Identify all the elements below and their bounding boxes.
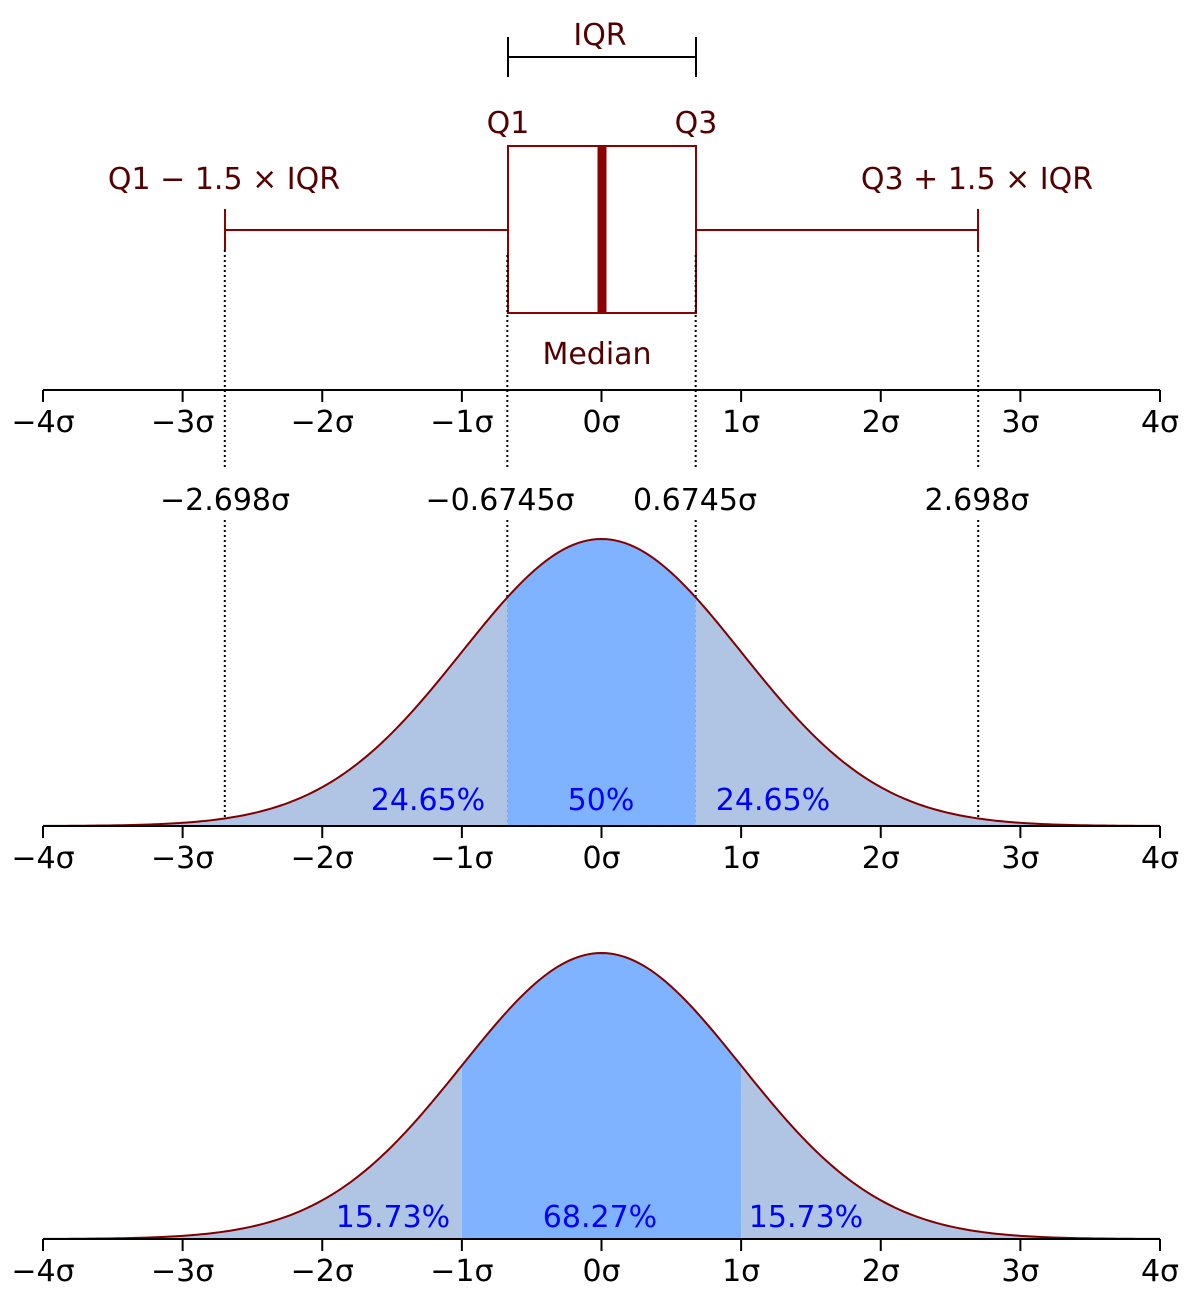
region-right-tail-area xyxy=(741,1065,1160,1239)
x-tick-label: 0σ xyxy=(582,1254,620,1289)
x-tick-label: 3σ xyxy=(1001,841,1039,876)
upper-fence-label: Q3 + 1.5 × IQR xyxy=(861,162,1093,197)
x-tick-label: −4σ xyxy=(11,841,74,876)
q1-label: Q1 xyxy=(487,106,530,141)
x-tick-label: 2σ xyxy=(862,841,900,876)
boundary-label-q3: 0.6745σ xyxy=(633,483,757,518)
x-tick-label: 4σ xyxy=(1141,841,1179,876)
region-label-one-sigma: 68.27% xyxy=(543,1200,657,1235)
sigma-distribution-panel: 15.73% 68.27% 15.73% −4σ −3σ −2σ −1σ 0σ 1σ 2σ 3… xyxy=(11,951,1179,1289)
region-left-tail-area xyxy=(43,1065,462,1239)
boxplot-x-ticks: −4σ −3σ −2σ −1σ 0σ 1σ 2σ 3σ 4σ xyxy=(11,390,1179,440)
region-one-sigma-area xyxy=(461,953,742,1239)
boxplot-panel: IQR Q1 Q3 Q1 − 1.5 × IQR Q3 + 1.5 × IQR … xyxy=(11,18,1179,440)
region-iqr-area xyxy=(507,539,696,826)
region-label-upper: 24.65% xyxy=(716,783,830,818)
x-tick-label: 2σ xyxy=(862,1254,900,1289)
x-tick-label: 3σ xyxy=(1001,405,1039,440)
x-tick-label: 1σ xyxy=(722,1254,760,1289)
x-tick-label: 4σ xyxy=(1141,1254,1179,1289)
x-tick-label: −2σ xyxy=(291,1254,354,1289)
region-label-left-tail: 15.73% xyxy=(336,1200,450,1235)
x-tick-label: −3σ xyxy=(151,841,214,876)
x-tick-label: 1σ xyxy=(722,405,760,440)
boundary-label-upper-fence: 2.698σ xyxy=(925,483,1030,518)
iqr-label: IQR xyxy=(573,18,626,53)
x-tick-label: 4σ xyxy=(1141,405,1179,440)
quartile-distribution-panel: −2.698σ −0.6745σ 0.6745σ 2.698σ 24.65% 5… xyxy=(11,483,1179,876)
x-tick-label: −3σ xyxy=(151,405,214,440)
x-tick-label: 3σ xyxy=(1001,1254,1039,1289)
normal-curve xyxy=(42,537,1161,827)
x-tick-label: −4σ xyxy=(11,405,74,440)
region-label-lower: 24.65% xyxy=(371,783,485,818)
x-tick-label: −3σ xyxy=(151,1254,214,1289)
x-tick-label: −1σ xyxy=(430,405,493,440)
x-tick-label: 1σ xyxy=(722,841,760,876)
region-label-middle: 50% xyxy=(568,783,635,818)
sigma-x-ticks: −4σ −3σ −2σ −1σ 0σ 1σ 2σ 3σ 4σ xyxy=(11,1239,1179,1289)
region-label-right-tail: 15.73% xyxy=(749,1200,863,1235)
x-tick-label: 2σ xyxy=(862,405,900,440)
median-label: Median xyxy=(542,337,651,372)
region-lower-whisker-area xyxy=(43,597,508,826)
quartile-x-ticks: −4σ −3σ −2σ −1σ 0σ 1σ 2σ 3σ 4σ xyxy=(11,826,1179,876)
x-tick-label: −2σ xyxy=(291,841,354,876)
q3-label: Q3 xyxy=(675,106,718,141)
boundary-label-lower-fence: −2.698σ xyxy=(160,483,290,518)
region-upper-whisker-area xyxy=(695,597,1160,826)
x-tick-label: −1σ xyxy=(430,1254,493,1289)
x-tick-label: 0σ xyxy=(582,841,620,876)
boundary-label-q1: −0.6745σ xyxy=(425,483,574,518)
x-tick-label: −4σ xyxy=(11,1254,74,1289)
x-tick-label: 0σ xyxy=(582,405,620,440)
x-tick-label: −1σ xyxy=(430,841,493,876)
lower-fence-label: Q1 − 1.5 × IQR xyxy=(108,162,340,197)
normal-curve xyxy=(42,951,1161,1240)
x-tick-label: −2σ xyxy=(291,405,354,440)
